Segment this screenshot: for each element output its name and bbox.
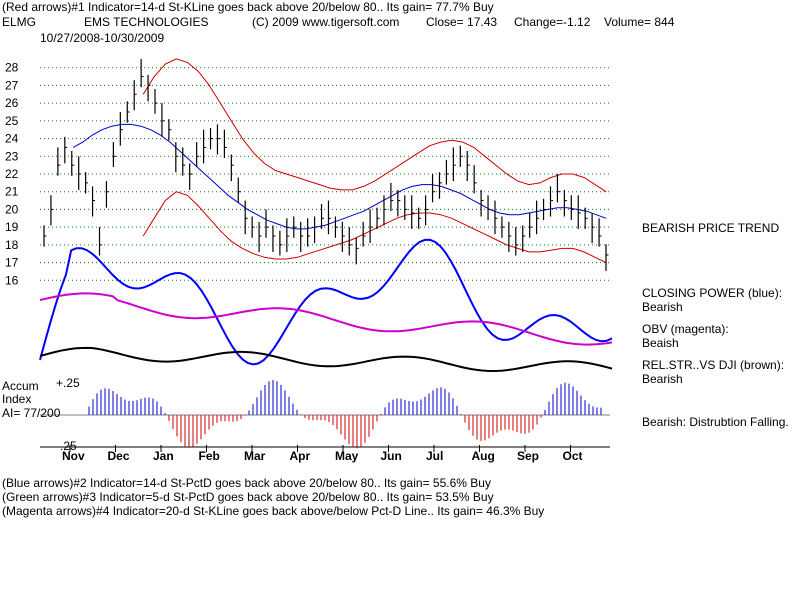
obv-value: Beaish — [642, 336, 679, 350]
x-tick-label: Oct — [563, 449, 583, 463]
change-value: Change=-1.12 — [514, 15, 591, 29]
volume-value: Volume= 844 — [604, 15, 675, 29]
upper-band-line — [142, 58, 607, 193]
indicator-lines — [39, 238, 613, 373]
blue-arrows-legend: (Blue arrows)#2 Indicator=14-d St-PctD g… — [2, 476, 491, 490]
grid-lines — [40, 67, 610, 281]
company-name: EMS TECHNOLOGIES — [84, 15, 209, 29]
y-tick-label: 22 — [5, 167, 19, 181]
y-tick-label: 16 — [5, 273, 19, 287]
copyright: (C) 2009 www.tigersoft.com — [252, 15, 400, 29]
price-series — [43, 58, 609, 271]
x-tick-label: Dec — [108, 449, 130, 463]
x-tick-label: Apr — [290, 449, 311, 463]
moving-average-line — [72, 123, 607, 230]
relstr-label: REL.STR..VS DJI (brown): — [642, 358, 785, 372]
closing-power-label: CLOSING POWER (blue): — [642, 286, 783, 300]
y-tick-labels: 28 27 26 25 24 23 22 21 20 19 18 17 16 — [5, 61, 19, 288]
accum-note: Bearish: Distrubtion Falling. — [642, 415, 789, 429]
y-tick-label: 28 — [5, 61, 19, 75]
x-tick-label: May — [335, 449, 359, 463]
ai-value: AI= 77/200 — [2, 406, 61, 420]
lower-band-line — [142, 191, 607, 264]
accum-index-bars — [40, 380, 610, 449]
symbol: ELMG — [2, 15, 37, 29]
y-tick-label: 23 — [5, 149, 19, 163]
date-range: 10/27/2008-10/30/2009 — [40, 31, 165, 45]
y-tick-label: 27 — [5, 78, 19, 92]
relstr-value: Bearish — [642, 372, 683, 386]
x-tick-label: Mar — [244, 449, 266, 463]
x-tick-label: Nov — [62, 449, 85, 463]
y-tick-label: 24 — [5, 132, 19, 146]
x-tick-labels: Nov Dec Jan Feb Mar Apr May Jun Jul Aug Sep Oct — [40, 445, 610, 463]
obv-label: OBV (magenta): — [642, 322, 729, 336]
x-tick-label: Jul — [426, 449, 443, 463]
y-tick-label: 21 — [5, 185, 19, 199]
magenta-arrows-legend: (Magenta arrows)#4 Indicator=20-d St-KLi… — [2, 504, 545, 518]
x-tick-label: Feb — [199, 449, 220, 463]
y-tick-label: 17 — [5, 256, 19, 270]
relstr-line — [39, 346, 613, 373]
y-tick-label: 18 — [5, 238, 19, 252]
accum-top-tick: +.25 — [56, 376, 80, 390]
y-tick-label: 19 — [5, 220, 19, 234]
bearish-trend-label: BEARISH PRICE TREND — [642, 221, 780, 235]
closing-power-value: Bearish — [642, 300, 683, 314]
red-arrows-legend: (Red arrows)#1 Indicator=14-d St-KLine g… — [2, 0, 494, 14]
close-value: Close= 17.43 — [426, 15, 498, 29]
y-tick-label: 26 — [5, 96, 19, 110]
closing-power-line — [39, 238, 613, 366]
y-tick-label: 20 — [5, 202, 19, 216]
x-tick-label: Aug — [472, 449, 495, 463]
y-tick-label: 25 — [5, 114, 19, 128]
green-arrows-legend: (Green arrows)#3 Indicator=5-d St-PctD g… — [2, 490, 494, 504]
accum-bottom-tick: -.25 — [56, 439, 77, 453]
index-label: Index — [2, 392, 32, 406]
bollinger-bands — [72, 58, 607, 264]
x-tick-label: Sep — [517, 449, 539, 463]
x-tick-label: Jan — [153, 449, 174, 463]
accum-label: Accum — [2, 379, 39, 393]
x-tick-label: Jun — [381, 449, 402, 463]
obv-line — [39, 292, 613, 346]
